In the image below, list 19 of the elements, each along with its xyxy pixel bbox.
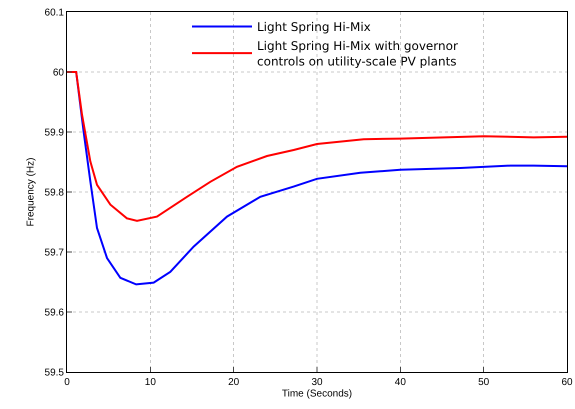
x-tick-label: 30 (311, 377, 323, 388)
y-tick-label: 60.1 (44, 8, 64, 18)
legend-label: Light Spring Hi-Mix with governor controls on utility-scale PV plants (257, 38, 458, 69)
y-tick-label: 59.7 (44, 248, 64, 258)
legend-label: Light Spring Hi-Mix (257, 20, 371, 34)
x-axis-title: Time (Seconds) (282, 388, 352, 400)
x-tick-label: 0 (64, 377, 70, 388)
x-tick-label: 20 (228, 377, 240, 388)
y-tick-label: 59.6 (44, 308, 64, 318)
x-tick-label: 60 (561, 377, 573, 388)
y-tick-label: 59.5 (44, 368, 64, 378)
line-series (67, 71, 567, 222)
x-tick-label: 50 (478, 377, 490, 388)
x-tick-label: 10 (144, 377, 156, 388)
x-tick-label: 40 (394, 377, 406, 388)
y-tick-label: 59.9 (44, 128, 64, 138)
y-tick-label: 59.8 (44, 188, 64, 198)
y-axis-title: Frequency (Hz) (26, 158, 37, 226)
y-tick-label: 60 (52, 68, 64, 78)
